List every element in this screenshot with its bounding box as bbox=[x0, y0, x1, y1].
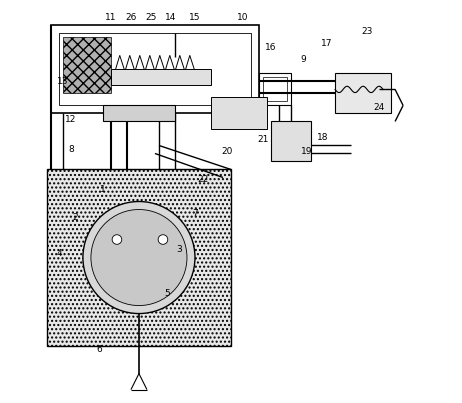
Bar bbox=[335, 73, 391, 114]
Text: 25: 25 bbox=[145, 13, 157, 22]
Bar bbox=[51, 25, 259, 114]
Bar bbox=[47, 170, 231, 346]
Text: 16: 16 bbox=[265, 43, 277, 52]
Text: 10: 10 bbox=[237, 13, 249, 22]
Text: 15: 15 bbox=[189, 13, 201, 22]
Text: 21: 21 bbox=[257, 135, 269, 144]
Circle shape bbox=[158, 235, 168, 244]
Bar bbox=[271, 121, 311, 162]
Bar bbox=[111, 69, 211, 85]
Text: 8: 8 bbox=[68, 145, 74, 154]
Text: 17: 17 bbox=[321, 39, 333, 48]
Text: 20: 20 bbox=[221, 147, 233, 156]
Text: 5: 5 bbox=[164, 289, 170, 298]
Text: 22: 22 bbox=[197, 175, 209, 184]
Circle shape bbox=[112, 235, 122, 244]
Text: 14: 14 bbox=[165, 13, 176, 22]
Text: 11: 11 bbox=[105, 13, 117, 22]
Text: 1: 1 bbox=[100, 185, 106, 194]
Text: 19: 19 bbox=[301, 147, 313, 156]
Circle shape bbox=[91, 210, 187, 305]
Text: 12: 12 bbox=[65, 115, 77, 124]
Bar bbox=[59, 33, 251, 106]
Text: 13: 13 bbox=[57, 77, 69, 86]
Bar bbox=[259, 73, 291, 106]
Bar bbox=[63, 37, 111, 93]
Text: 4: 4 bbox=[56, 249, 62, 258]
Bar bbox=[263, 77, 287, 102]
Text: 23: 23 bbox=[361, 27, 373, 36]
Circle shape bbox=[83, 202, 195, 314]
Text: 24: 24 bbox=[373, 103, 385, 112]
Text: 7: 7 bbox=[192, 209, 198, 218]
Text: 2: 2 bbox=[72, 213, 78, 222]
Text: 26: 26 bbox=[125, 13, 137, 22]
Text: 6: 6 bbox=[96, 345, 102, 354]
Bar bbox=[103, 106, 175, 121]
Text: 18: 18 bbox=[317, 133, 329, 142]
Text: 9: 9 bbox=[300, 55, 306, 64]
Text: 3: 3 bbox=[176, 245, 182, 254]
Bar bbox=[211, 98, 267, 129]
